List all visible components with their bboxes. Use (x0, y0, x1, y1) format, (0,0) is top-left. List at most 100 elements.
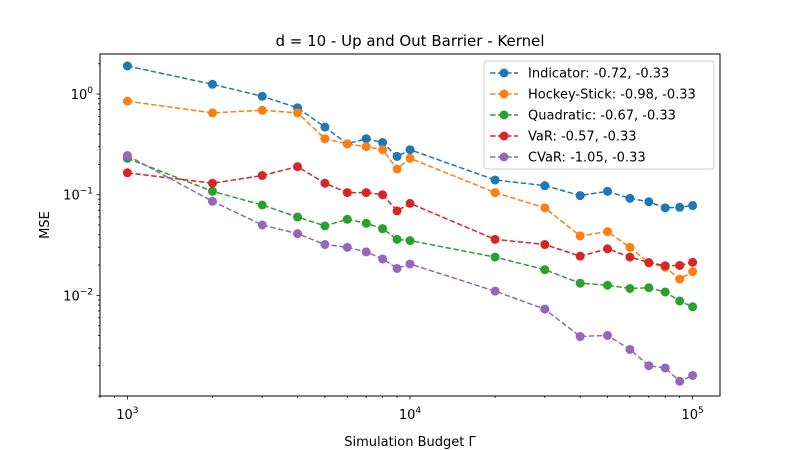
data-point (405, 198, 415, 208)
legend-box (483, 60, 715, 170)
data-point (122, 151, 132, 161)
legend-item: Hockey-Stick: -0.98, -0.33 (490, 88, 696, 103)
x-tick-label: 105 (681, 406, 703, 423)
data-point (603, 186, 613, 196)
data-point (540, 304, 550, 314)
data-point (575, 191, 585, 201)
y-axis-label: MSE (38, 211, 53, 239)
data-point (378, 190, 388, 200)
data-point (644, 283, 654, 293)
data-point (392, 151, 402, 161)
data-point (257, 220, 267, 230)
x-tick-label: 103 (116, 406, 138, 423)
data-point (675, 202, 685, 212)
legend-label: Hockey-Stick: -0.98, -0.33 (528, 88, 696, 103)
data-point (378, 138, 388, 148)
legend-item: CVaR: -1.05, -0.33 (490, 151, 646, 166)
data-point (392, 164, 402, 174)
data-point (320, 240, 330, 250)
legend-swatch-marker (499, 110, 509, 120)
data-point (342, 188, 352, 198)
data-point (122, 168, 132, 178)
series-3 (122, 153, 698, 312)
data-point (257, 91, 267, 101)
data-point (361, 188, 371, 198)
data-point (405, 236, 415, 246)
data-point (688, 257, 698, 267)
data-point (603, 280, 613, 290)
data-point (490, 234, 500, 244)
data-point (540, 181, 550, 191)
data-point (575, 332, 585, 342)
data-point (122, 61, 132, 71)
legend-swatch-marker (499, 152, 509, 162)
data-point (603, 244, 613, 254)
data-point (207, 196, 217, 206)
legend-swatch-marker (499, 68, 509, 78)
data-point (490, 286, 500, 296)
data-point (378, 254, 388, 264)
data-point (490, 188, 500, 198)
data-point (490, 175, 500, 185)
data-point (342, 214, 352, 224)
data-point (540, 265, 550, 275)
data-point (405, 145, 415, 155)
data-point (688, 201, 698, 211)
data-point (490, 252, 500, 262)
legend-swatch-marker (499, 89, 509, 99)
data-point (361, 134, 371, 144)
data-point (675, 260, 685, 270)
data-point (688, 267, 698, 277)
data-point (625, 252, 635, 262)
data-point (257, 171, 267, 181)
legend-label: Quadratic: -0.67, -0.33 (528, 109, 676, 124)
data-point (392, 234, 402, 244)
data-point (293, 229, 303, 239)
y-axis-ticks: 10−2 10−1 100 (63, 63, 100, 397)
data-point (361, 218, 371, 228)
legend-label: VaR: -0.57, -0.33 (528, 130, 637, 145)
data-point (361, 142, 371, 152)
data-point (575, 251, 585, 261)
data-point (660, 203, 670, 213)
data-point (675, 376, 685, 386)
data-point (625, 283, 635, 293)
data-point (675, 296, 685, 306)
y-tick-label: 10−2 (63, 287, 93, 304)
data-point (660, 287, 670, 297)
legend-item: Indicator: -0.72, -0.33 (490, 67, 669, 82)
data-point (320, 134, 330, 144)
data-point (405, 153, 415, 163)
data-point (625, 242, 635, 252)
data-point (320, 221, 330, 231)
data-point (293, 108, 303, 118)
data-point (575, 231, 585, 241)
data-point (207, 79, 217, 89)
legend-item: Quadratic: -0.67, -0.33 (490, 109, 676, 124)
data-point (660, 363, 670, 373)
data-point (207, 108, 217, 118)
data-point (540, 203, 550, 213)
data-point (320, 122, 330, 132)
legend-swatch-marker (499, 131, 509, 141)
data-point (625, 344, 635, 354)
data-point (378, 145, 388, 155)
data-point (342, 139, 352, 149)
x-axis-ticks: 103 104 105 (99, 396, 704, 423)
series-4 (122, 162, 698, 271)
data-point (293, 212, 303, 222)
data-point (405, 259, 415, 269)
plot-area (122, 61, 698, 386)
chart-title: d = 10 - Up and Out Barrier - Kernel (275, 32, 544, 50)
data-point (540, 240, 550, 250)
legend-label: Indicator: -0.72, -0.33 (528, 67, 669, 82)
data-point (625, 193, 635, 203)
x-axis-label: Simulation Budget Γ (344, 435, 476, 450)
series-5 (122, 151, 698, 386)
data-point (644, 258, 654, 268)
legend: Indicator: -0.72, -0.33 Hockey-Stick: -0.… (483, 60, 715, 170)
data-point (207, 186, 217, 196)
data-point (342, 242, 352, 252)
data-point (320, 178, 330, 188)
